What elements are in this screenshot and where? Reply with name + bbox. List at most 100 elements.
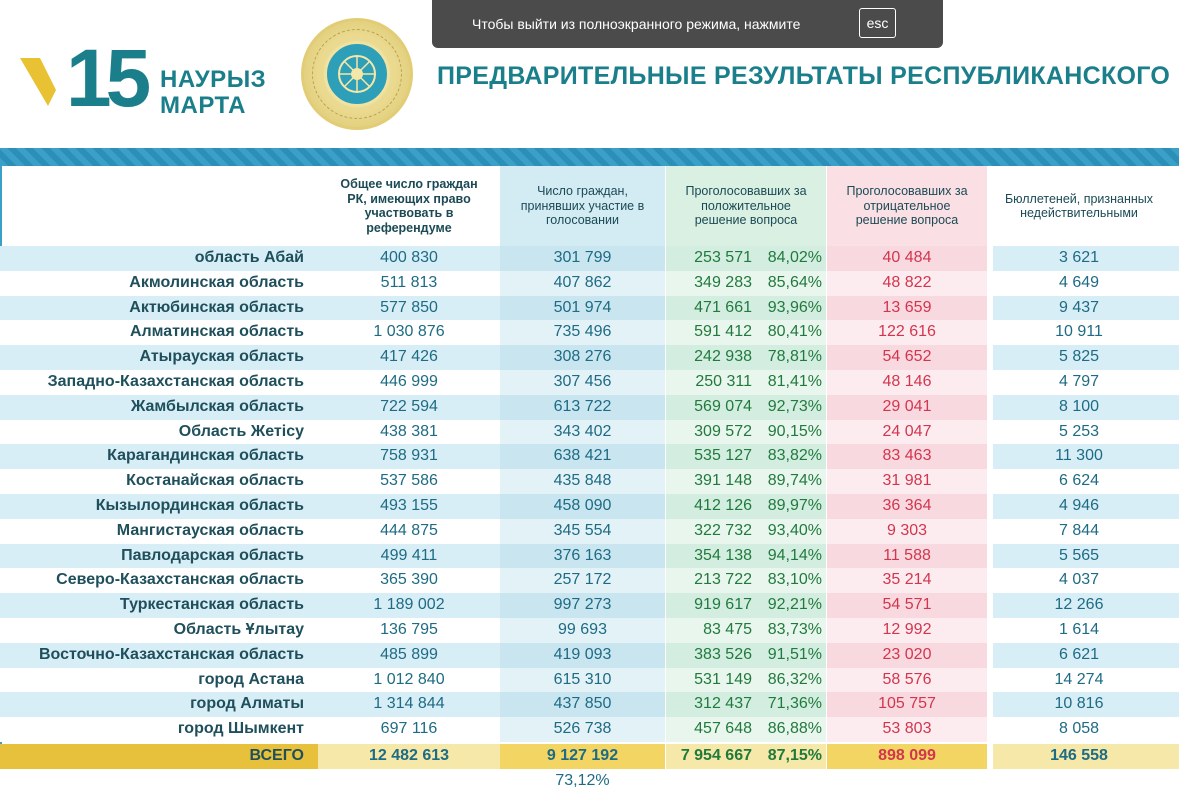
region-name: Жамбылская область (130, 397, 304, 415)
yes-percent: 90,15% (767, 422, 822, 440)
table-row: Северо-Казахстанская область 365 390 257 1… (0, 568, 1179, 594)
voted-count: 376 163 (553, 546, 612, 564)
region-name: Атырауская область (139, 348, 305, 366)
row-background (666, 543, 826, 569)
yes-count: 471 661 (694, 298, 752, 316)
row-background (666, 345, 826, 370)
table-row: город Шымкент 697 116 526 738 457 648 86,88%… (0, 717, 1179, 742)
row-background (500, 270, 665, 296)
row-background (318, 717, 500, 742)
row-background (500, 667, 665, 693)
esc-key-hint[interactable]: esc (859, 8, 896, 38)
row-background (318, 543, 500, 569)
invalid-count: 4 649 (1058, 273, 1100, 291)
yes-percent: 86,32% (767, 670, 822, 688)
eligible-count: 1 314 844 (373, 695, 445, 713)
yes-percent: 83,10% (767, 571, 822, 589)
table-row: Жамбылская область 722 594 613 722 569 074 9… (0, 394, 1179, 420)
yes-percent: 91,51% (767, 645, 822, 663)
row-background (500, 246, 665, 271)
row-background (500, 370, 665, 395)
yes-count: 457 648 (694, 720, 752, 738)
row-background (500, 295, 665, 321)
yes-percent: 92,73% (767, 397, 822, 415)
total-label: ВСЕГО (249, 747, 304, 764)
voted-count: 526 738 (553, 720, 612, 738)
invalid-count: 3 621 (1058, 249, 1100, 266)
row-background (666, 370, 826, 395)
row-background (318, 394, 500, 420)
column-header-voted-label: Число граждан, принявших участие в голос… (520, 184, 645, 228)
table-row: Павлодарская область 499 411 376 163 354 13… (0, 543, 1179, 569)
yes-percent: 81,41% (767, 373, 822, 390)
row-background (827, 717, 987, 742)
no-count: 122 616 (878, 323, 936, 341)
yes-count: 83 475 (703, 621, 752, 638)
eligible-count: 1 189 002 (373, 596, 445, 614)
row-background (0, 419, 318, 445)
voted-count: 308 276 (553, 348, 612, 366)
eligible-count: 438 381 (380, 422, 438, 440)
row-background (827, 419, 987, 445)
voted-count: 437 850 (553, 695, 612, 713)
region-name: город Астана (198, 670, 304, 688)
row-background (993, 320, 1179, 346)
row-background (0, 744, 318, 769)
row-background (666, 618, 826, 643)
table-row: Акмолинская область 511 813 407 862 349 283… (0, 270, 1179, 296)
row-background (666, 642, 826, 668)
total-row: ВСЕГО 12 482 613 9 127 192 7 954 667 87,15% 8… (0, 744, 1179, 769)
row-background (993, 642, 1179, 668)
row-background (993, 692, 1179, 718)
eligible-count: 444 875 (380, 521, 438, 539)
voted-count: 458 090 (553, 497, 612, 514)
column-header-no: Проголосовавших за отрицательное решение… (827, 166, 987, 246)
yes-percent: 84,02% (767, 249, 822, 266)
emblem-pattern-icon (338, 55, 376, 93)
row-background (666, 744, 826, 769)
column-header-eligible: Общее число граждан РК, имеющих право уч… (318, 166, 500, 246)
row-background (993, 593, 1179, 618)
region-name: Северо-Казахстанская область (56, 571, 304, 589)
table-row: город Алматы 1 314 844 437 850 312 437 71,36… (0, 692, 1179, 718)
row-background (318, 642, 500, 668)
row-background (0, 518, 318, 544)
row-background (666, 394, 826, 420)
table-row: Восточно-Казахстанская область 485 899 419… (0, 642, 1179, 668)
eligible-count: 758 931 (380, 447, 438, 465)
invalid-count: 6 624 (1058, 472, 1100, 490)
row-background (0, 543, 318, 569)
region-name: Мангистауская область (116, 521, 304, 539)
no-count: 83 463 (882, 447, 932, 465)
row-background (666, 717, 826, 742)
row-background (993, 246, 1179, 271)
row-background (0, 295, 318, 321)
row-background (827, 370, 987, 395)
no-count: 53 803 (882, 720, 932, 738)
voted-count: 345 554 (553, 521, 612, 539)
nauryz-15-logo: 15 НАУРЫЗ МАРТА (18, 33, 268, 124)
row-background (0, 692, 318, 718)
table-row: область Абай 400 830 301 799 253 571 84,02% 4… (0, 246, 1179, 271)
column-header-yes-label: Проголосовавших за положительное решение… (685, 184, 807, 228)
row-background (666, 444, 826, 470)
yes-percent: 80,41% (767, 323, 822, 341)
row-background (0, 370, 318, 395)
row-background (666, 469, 826, 494)
row-background (666, 593, 826, 618)
row-background (827, 642, 987, 668)
region-name: город Шымкент (177, 720, 304, 738)
voted-count: 501 974 (553, 298, 612, 316)
no-count: 24 047 (882, 422, 932, 440)
invalid-count: 4 037 (1058, 571, 1100, 589)
row-background (318, 667, 500, 693)
yes-percent: 83,82% (767, 447, 822, 465)
row-background (318, 469, 500, 494)
eligible-count: 493 155 (380, 497, 438, 514)
row-background (318, 518, 500, 544)
no-count: 31 981 (882, 472, 932, 490)
column-header-voted: Число граждан, принявших участие в голос… (500, 166, 665, 246)
row-background (318, 494, 500, 519)
row-background (993, 345, 1179, 370)
row-background (0, 667, 318, 693)
